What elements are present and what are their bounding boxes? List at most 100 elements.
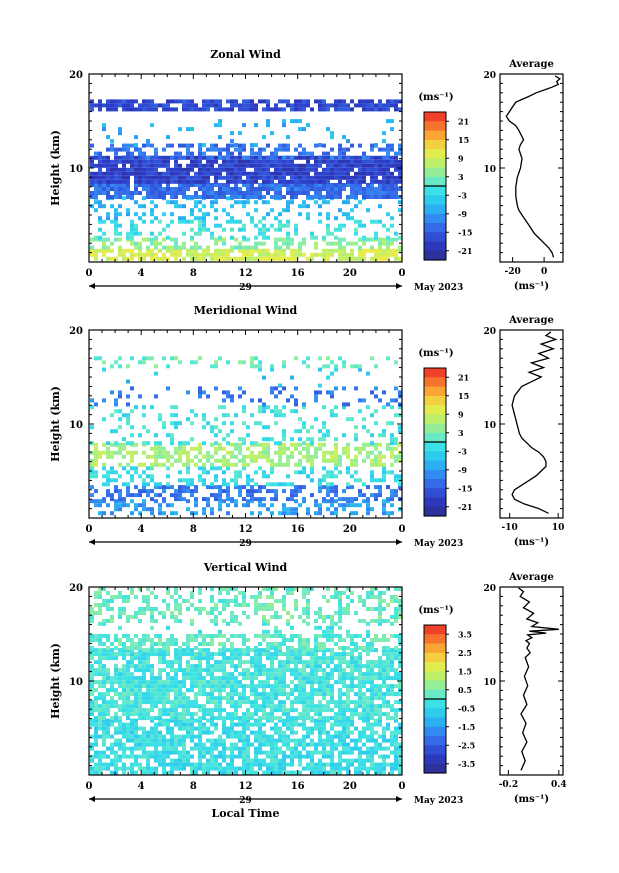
heatmap-cell bbox=[102, 692, 106, 697]
heatmap-cell bbox=[262, 474, 266, 479]
heatmap-cell bbox=[298, 742, 302, 747]
heatmap-cell bbox=[314, 99, 318, 104]
heatmap-cell bbox=[310, 652, 314, 657]
heatmap-cell bbox=[330, 371, 334, 376]
heatmap-cell bbox=[174, 489, 178, 494]
heatmap-cell bbox=[154, 734, 158, 739]
heatmap-cell bbox=[226, 433, 230, 438]
colorbar-swatch bbox=[424, 250, 446, 261]
heatmap-cell bbox=[366, 454, 370, 459]
heatmap-cell bbox=[214, 433, 218, 438]
heatmap-cell bbox=[338, 676, 342, 681]
heatmap-cell bbox=[266, 652, 270, 657]
heatmap-cells bbox=[90, 356, 402, 516]
heatmap-cell bbox=[186, 485, 190, 490]
heatmap-cell bbox=[362, 175, 366, 180]
heatmap-cell bbox=[226, 497, 230, 502]
heatmap-cell bbox=[94, 648, 98, 653]
heatmap-cell bbox=[190, 680, 194, 685]
heatmap-cell bbox=[166, 672, 170, 677]
heatmap-cell bbox=[310, 231, 314, 236]
heatmap-cell bbox=[166, 223, 170, 228]
heatmap-cell bbox=[270, 175, 274, 180]
heatmap-cell bbox=[314, 656, 318, 661]
heatmap-cell bbox=[206, 245, 210, 250]
heatmap-cell bbox=[90, 758, 94, 763]
heatmap-cell bbox=[150, 668, 154, 673]
heatmap-cell bbox=[186, 726, 190, 731]
heatmap-cell bbox=[330, 360, 334, 365]
heatmap-cell bbox=[346, 692, 350, 697]
heatmap-cell bbox=[158, 441, 162, 446]
heatmap-cell bbox=[182, 485, 186, 490]
heatmap-cell bbox=[202, 762, 206, 767]
heatmap-cell bbox=[298, 437, 302, 442]
heatmap-cell bbox=[186, 708, 190, 713]
heatmap-cell bbox=[310, 155, 314, 160]
heatmap-cell bbox=[134, 450, 138, 455]
heatmap-cell bbox=[374, 103, 378, 108]
heatmap-cell bbox=[302, 499, 306, 504]
heatmap-cell bbox=[118, 204, 122, 209]
heatmap-cell bbox=[314, 394, 318, 399]
heatmap-cell bbox=[210, 485, 214, 490]
heatmap-cell bbox=[266, 248, 270, 253]
heatmap-cell bbox=[226, 171, 230, 176]
heatmap-cell bbox=[354, 656, 358, 661]
heatmap-cell bbox=[386, 511, 390, 516]
heatmap-cell bbox=[194, 656, 198, 661]
heatmap-cell bbox=[198, 730, 202, 735]
heatmap-cell bbox=[330, 167, 334, 172]
heatmap-cell bbox=[238, 485, 242, 490]
heatmap-cell bbox=[222, 770, 226, 775]
heatmap-cell bbox=[258, 450, 262, 455]
heatmap-cell bbox=[330, 766, 334, 771]
heatmap-cell bbox=[306, 159, 310, 164]
heatmap-cell bbox=[214, 497, 218, 502]
heatmap-cell bbox=[266, 734, 270, 739]
heatmap-cell bbox=[222, 676, 226, 681]
heatmap-cell bbox=[162, 688, 166, 693]
heatmap-cell bbox=[122, 147, 126, 152]
heatmap-cell bbox=[206, 730, 210, 735]
heatmap-cell bbox=[266, 676, 270, 681]
heatmap-cell bbox=[182, 143, 186, 148]
heatmap-cell bbox=[246, 191, 250, 195]
heatmap-cell bbox=[358, 248, 362, 253]
heatmap-cell bbox=[370, 248, 374, 253]
heatmap-cell bbox=[302, 191, 306, 195]
heatmap-cell bbox=[194, 497, 198, 502]
heatmap-cell bbox=[234, 474, 238, 479]
heatmap-cell bbox=[286, 712, 290, 717]
heatmap-cell bbox=[138, 762, 142, 767]
heatmap-cell bbox=[118, 409, 122, 414]
heatmap-cell bbox=[282, 256, 286, 261]
heatmap-cell bbox=[198, 708, 202, 713]
heatmap-cell bbox=[94, 700, 98, 705]
heatmap-cell bbox=[178, 652, 182, 657]
heatmap-cell bbox=[150, 497, 154, 502]
heatmap-cell bbox=[342, 159, 346, 164]
heatmap-cell bbox=[274, 183, 278, 187]
heatmap-cell bbox=[362, 750, 366, 755]
heatmap-cell bbox=[374, 179, 378, 184]
heatmap-cell bbox=[394, 446, 398, 451]
heatmap-cell bbox=[138, 175, 142, 180]
heatmap-cell bbox=[366, 718, 370, 723]
heatmap-cell bbox=[294, 119, 298, 124]
heatmap-cell bbox=[338, 208, 342, 213]
heatmap-cell bbox=[178, 680, 182, 685]
heatmap-cell bbox=[118, 237, 122, 242]
heatmap-cell bbox=[214, 722, 218, 727]
heatmap-cell bbox=[290, 256, 294, 261]
heatmap-cell bbox=[106, 746, 110, 751]
heatmap-cell bbox=[154, 716, 158, 721]
heatmap-cell bbox=[202, 497, 206, 502]
heatmap-cell bbox=[114, 668, 118, 673]
heatmap-cell bbox=[122, 676, 126, 681]
heatmap-cell bbox=[326, 167, 330, 172]
heatmap-cell bbox=[162, 700, 166, 705]
heatmap-cell bbox=[254, 672, 258, 677]
heatmap-cell bbox=[250, 716, 254, 721]
heatmap-cell bbox=[246, 159, 250, 164]
